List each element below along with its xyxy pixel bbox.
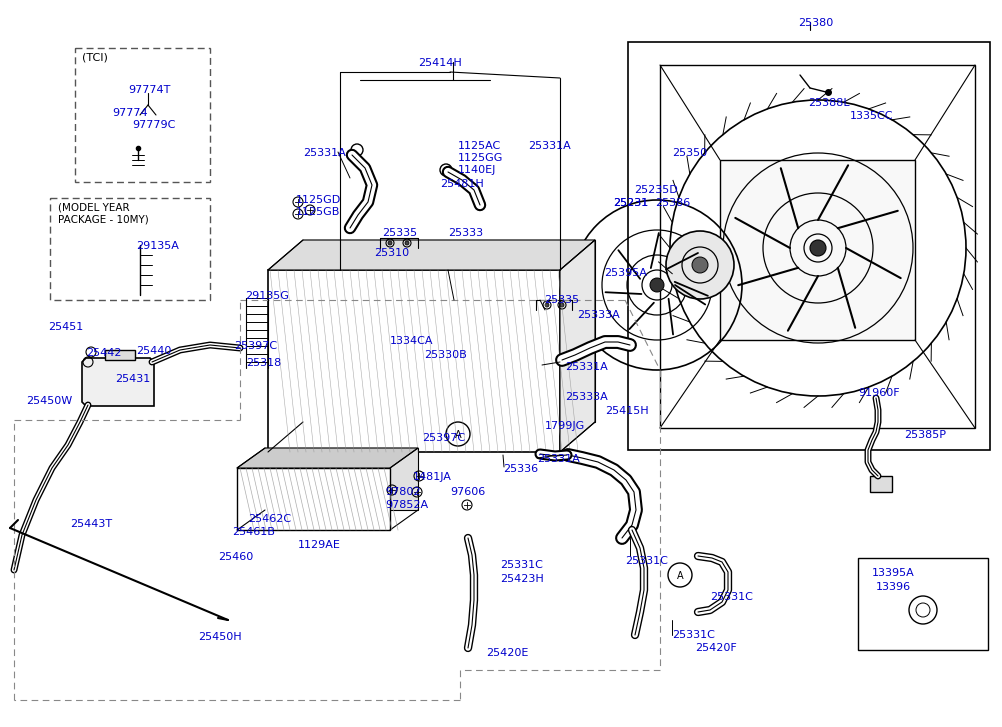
Text: 25333A: 25333A [576,310,619,320]
Text: 29135G: 29135G [244,291,289,301]
Text: 25440: 25440 [136,346,171,356]
Text: PACKAGE - 10MY): PACKAGE - 10MY) [58,215,148,225]
Text: 25331C: 25331C [671,630,714,640]
Text: 1799JG: 1799JG [544,421,584,431]
Text: 25333: 25333 [448,228,483,238]
Text: 1481JA: 1481JA [413,472,452,482]
Text: 25443T: 25443T [70,519,112,529]
Text: 25397C: 25397C [422,433,465,443]
Text: 25350: 25350 [671,148,706,158]
Text: 29135A: 29135A [136,241,178,251]
Text: 97606: 97606 [450,487,485,497]
Text: 25415H: 25415H [604,406,648,416]
Text: 25331A: 25331A [536,454,579,464]
Polygon shape [236,468,390,530]
Text: 25450H: 25450H [197,632,241,642]
Text: 25331A: 25331A [564,362,607,372]
Circle shape [691,257,707,273]
Text: 25420E: 25420E [486,648,528,658]
Text: 1129AE: 1129AE [298,540,341,550]
Circle shape [544,303,548,307]
Text: 25461B: 25461B [231,527,275,537]
Text: 25336: 25336 [502,464,538,474]
Text: 1125GD: 1125GD [296,195,341,205]
Polygon shape [869,476,891,492]
Text: 25450W: 25450W [26,396,72,406]
Text: 25420F: 25420F [694,643,736,653]
Polygon shape [719,160,914,340]
Text: 25481H: 25481H [440,179,483,189]
Text: 25231: 25231 [612,198,647,208]
Polygon shape [82,358,154,406]
Circle shape [667,563,691,587]
Text: 13396: 13396 [875,582,910,592]
Polygon shape [559,240,594,452]
Text: 25386: 25386 [654,198,689,208]
Text: 25331C: 25331C [500,560,542,570]
Circle shape [559,303,563,307]
Text: (MODEL YEAR: (MODEL YEAR [58,202,129,212]
Text: 25414H: 25414H [418,58,461,68]
Text: 25331C: 25331C [624,556,667,566]
Text: 25397C: 25397C [233,341,277,351]
Polygon shape [236,448,418,468]
Text: 97802: 97802 [385,487,420,497]
Text: 1335CC: 1335CC [849,111,893,121]
Text: 25442: 25442 [86,348,121,358]
Text: 25318: 25318 [245,358,281,368]
Text: 91960F: 91960F [857,388,899,398]
Text: 13395A: 13395A [871,568,914,578]
Text: 97774T: 97774T [128,85,170,95]
Circle shape [649,278,663,292]
Text: 25331C: 25331C [709,592,753,602]
Text: 1125GB: 1125GB [296,207,340,217]
Text: 25335: 25335 [382,228,417,238]
Text: 1140EJ: 1140EJ [458,165,496,175]
Text: 25462C: 25462C [247,514,291,524]
Polygon shape [268,270,559,452]
Text: 25385P: 25385P [903,430,945,440]
Text: 25380: 25380 [798,18,833,28]
Circle shape [405,241,409,245]
Text: 25331A: 25331A [527,141,570,151]
Text: 25331A: 25331A [303,148,346,158]
Text: 97779C: 97779C [132,120,175,130]
Text: 25310: 25310 [374,248,409,258]
Text: 25423H: 25423H [500,574,543,584]
Polygon shape [265,448,418,510]
Polygon shape [268,240,594,270]
Text: 25333A: 25333A [564,392,607,402]
Text: 25231: 25231 [612,198,647,208]
Text: 1125GG: 1125GG [458,153,503,163]
Text: 25388L: 25388L [808,98,849,108]
Text: 25451: 25451 [48,322,83,332]
Circle shape [665,231,733,299]
Polygon shape [303,240,594,422]
Text: 1125AC: 1125AC [458,141,501,151]
Polygon shape [105,350,135,360]
Text: 25330B: 25330B [424,350,466,360]
Circle shape [810,240,826,256]
Text: 25335: 25335 [543,295,578,305]
Text: 1334CA: 1334CA [390,336,433,346]
Text: 25460: 25460 [217,552,253,562]
Text: 25431: 25431 [115,374,150,384]
Text: (TCI): (TCI) [82,52,108,62]
Circle shape [388,241,392,245]
Text: 25235D: 25235D [633,185,677,195]
Circle shape [446,422,470,446]
Text: 97852A: 97852A [385,500,428,510]
Text: A: A [454,430,461,440]
Text: A: A [676,571,682,581]
Text: 97774: 97774 [112,108,147,118]
Text: 25395A: 25395A [603,268,646,278]
